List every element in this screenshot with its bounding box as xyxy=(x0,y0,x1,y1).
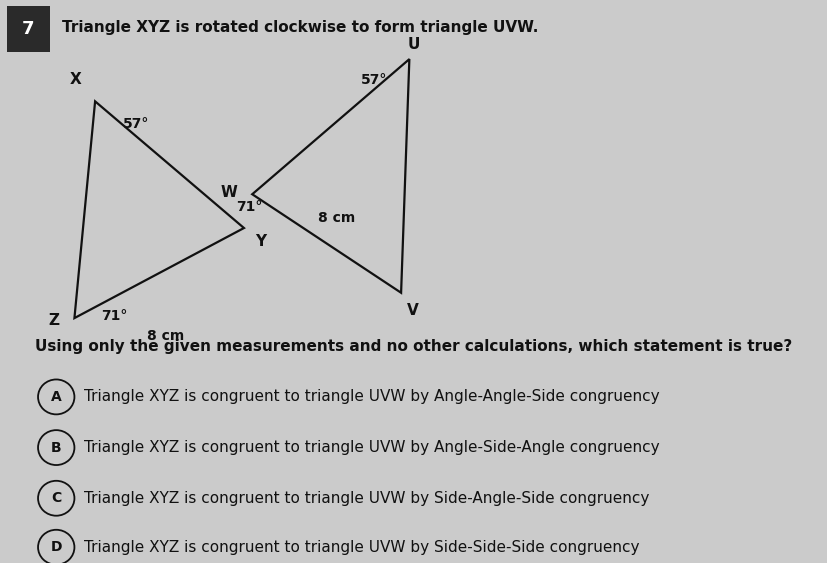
Text: Using only the given measurements and no other calculations, which statement is : Using only the given measurements and no… xyxy=(35,339,792,354)
Text: 8 cm: 8 cm xyxy=(318,211,355,225)
Text: 71°: 71° xyxy=(101,309,127,323)
Text: 8 cm: 8 cm xyxy=(146,329,184,343)
Text: 57°: 57° xyxy=(122,117,149,131)
FancyBboxPatch shape xyxy=(7,6,50,52)
Text: 71°: 71° xyxy=(237,200,263,214)
Text: Triangle XYZ is congruent to triangle UVW by Side-Side-Side congruency: Triangle XYZ is congruent to triangle UV… xyxy=(84,540,640,555)
Text: D: D xyxy=(50,540,62,554)
Text: Triangle XYZ is congruent to triangle UVW by Angle-Side-Angle congruency: Triangle XYZ is congruent to triangle UV… xyxy=(84,440,660,455)
Text: 7: 7 xyxy=(22,20,35,38)
Text: Triangle XYZ is rotated clockwise to form triangle UVW.: Triangle XYZ is rotated clockwise to for… xyxy=(62,20,538,34)
Text: Triangle XYZ is congruent to triangle UVW by Side-Angle-Side congruency: Triangle XYZ is congruent to triangle UV… xyxy=(84,491,650,506)
Text: V: V xyxy=(407,303,418,318)
Text: A: A xyxy=(51,390,61,404)
Text: X: X xyxy=(69,72,81,87)
Text: C: C xyxy=(51,491,61,505)
Text: Triangle XYZ is congruent to triangle UVW by Angle-Angle-Side congruency: Triangle XYZ is congruent to triangle UV… xyxy=(84,390,660,404)
Text: B: B xyxy=(51,441,61,454)
Text: Y: Y xyxy=(255,234,265,249)
Text: U: U xyxy=(408,37,419,52)
Text: 57°: 57° xyxy=(361,73,387,87)
Text: Z: Z xyxy=(49,314,60,328)
Text: W: W xyxy=(221,185,237,200)
